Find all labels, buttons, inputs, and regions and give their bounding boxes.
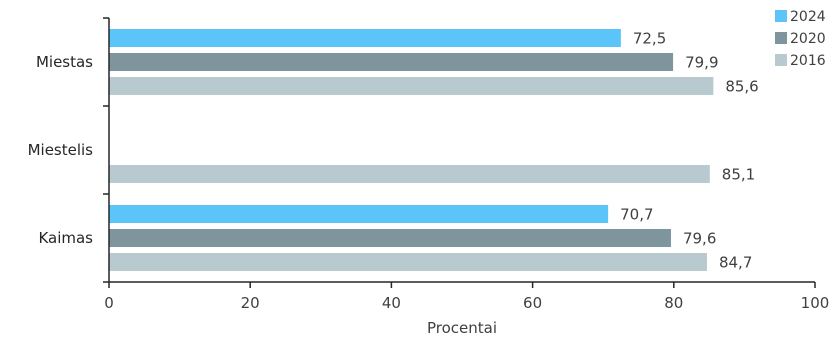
- data-label-miestas-2016: 85,6: [725, 78, 758, 96]
- x-tick-label: 20: [241, 294, 260, 312]
- x-tick-label: 80: [664, 294, 683, 312]
- data-label-miestas-2020: 79,9: [685, 54, 718, 72]
- category-labels: Miestas Miestelis Kaimas: [28, 53, 94, 247]
- x-tick-label: 40: [382, 294, 401, 312]
- data-label-kaimas-2016: 84,7: [719, 254, 752, 272]
- legend: 2024 2020 2016: [775, 9, 826, 69]
- legend-label-2024: 2024: [790, 9, 826, 25]
- bar-miestelis-2016: [109, 165, 710, 183]
- bar-miestas-2024: [109, 29, 621, 47]
- data-label-kaimas-2024: 70,7: [620, 206, 653, 224]
- category-label-kaimas: Kaimas: [38, 229, 93, 247]
- x-axis-ticks: 0 20 40 60 80 100: [104, 282, 829, 312]
- x-tick-label: 60: [523, 294, 542, 312]
- x-axis-title: Procentai: [427, 319, 497, 337]
- bars-group: [109, 29, 713, 271]
- bar-kaimas-2020: [109, 229, 671, 247]
- bar-kaimas-2024: [109, 205, 608, 223]
- category-label-miestas: Miestas: [36, 53, 93, 71]
- bar-miestas-2020: [109, 53, 673, 71]
- legend-swatch-2020: [775, 32, 787, 44]
- data-label-miestas-2024: 72,5: [633, 30, 666, 48]
- legend-swatch-2016: [775, 54, 787, 66]
- bar-kaimas-2016: [109, 253, 707, 271]
- legend-label-2020: 2020: [790, 31, 826, 47]
- y-axis-ticks: [103, 18, 109, 282]
- bar-miestas-2016: [109, 77, 713, 95]
- data-label-kaimas-2020: 79,6: [683, 230, 716, 248]
- category-label-miestelis: Miestelis: [28, 141, 94, 159]
- data-label-miestelis-2016: 85,1: [722, 166, 755, 184]
- x-tick-label: 100: [801, 294, 830, 312]
- x-tick-label: 0: [104, 294, 114, 312]
- legend-swatch-2024: [775, 10, 787, 22]
- legend-label-2016: 2016: [790, 53, 826, 69]
